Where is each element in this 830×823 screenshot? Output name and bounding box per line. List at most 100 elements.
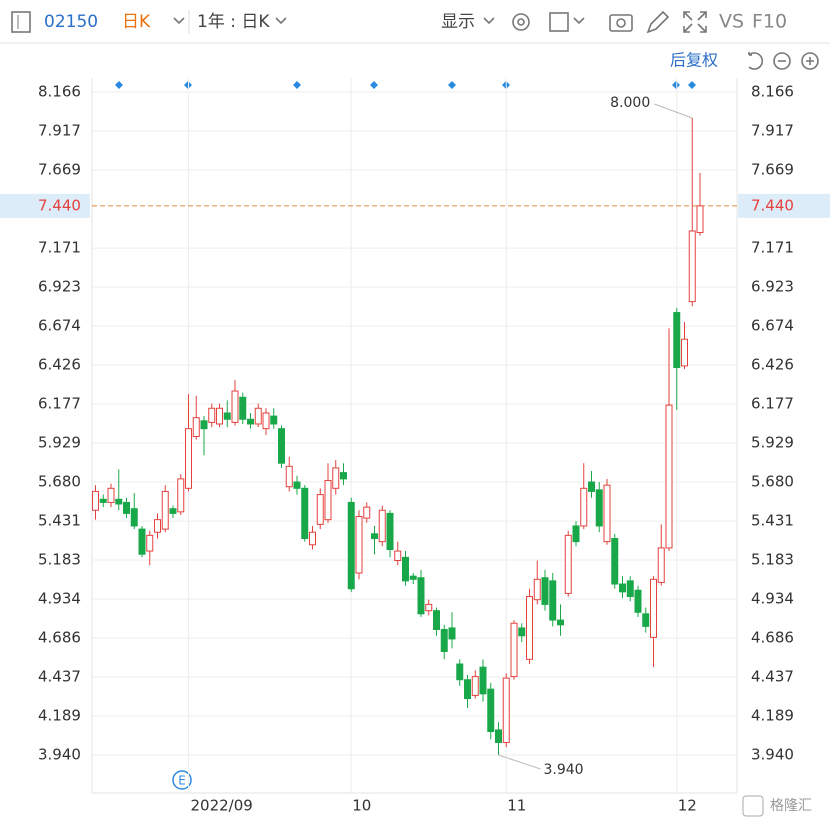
candle	[154, 513, 161, 539]
chevron[interactable]	[275, 17, 287, 25]
event-icon[interactable]	[172, 770, 192, 790]
watermark-logo	[742, 795, 764, 817]
y-tick-label: 7.171	[38, 239, 81, 257]
sidebar-icon[interactable]	[11, 11, 31, 33]
candle-body	[448, 627, 456, 640]
candle	[231, 380, 239, 426]
candle-body	[200, 420, 208, 430]
candle-body	[409, 575, 417, 580]
candle-body	[185, 428, 192, 489]
candle	[378, 505, 386, 547]
candle	[502, 673, 510, 748]
layout-icon[interactable]	[549, 12, 569, 32]
event-marker[interactable]	[688, 81, 696, 89]
zoom-in[interactable]	[801, 52, 819, 70]
range[interactable]: 1年 : 日K	[197, 12, 270, 32]
y-tick-label: 4.934	[38, 590, 81, 608]
candle-body	[115, 498, 123, 505]
period[interactable]: 日K	[122, 12, 151, 32]
event-marker[interactable]	[115, 81, 123, 89]
event-marker[interactable]	[370, 81, 378, 89]
candle-body	[681, 338, 688, 367]
y-tick-label-right: 6.674	[751, 317, 794, 335]
candle	[285, 456, 293, 492]
event-marker[interactable]	[672, 81, 680, 89]
reset-icon[interactable]	[748, 52, 764, 70]
candle	[626, 576, 634, 602]
candle	[254, 403, 262, 428]
candle-body	[154, 519, 161, 533]
fullscreen-icon[interactable]	[683, 11, 707, 33]
candle-body	[526, 596, 533, 660]
candle-body	[386, 512, 394, 550]
candle	[309, 525, 316, 550]
settings-icon-core	[517, 18, 525, 26]
y-tick-label: 5.431	[38, 512, 81, 530]
candle-body	[696, 205, 704, 234]
y-tick-label-right: 7.171	[751, 239, 794, 257]
candle-body	[572, 525, 580, 543]
candle	[541, 569, 549, 611]
y-tick-label: 7.917	[38, 122, 81, 140]
display[interactable]: 显示	[441, 12, 475, 32]
candle-body	[456, 663, 464, 681]
candle	[200, 416, 208, 456]
candle-body	[161, 490, 169, 530]
f10[interactable]: F10	[752, 11, 787, 33]
chevron[interactable]	[173, 17, 185, 25]
candle-body	[611, 538, 619, 585]
y-tick-label-right: 4.686	[751, 628, 794, 646]
candle	[130, 493, 138, 530]
candle-body	[285, 465, 293, 488]
y-tick-label-right: 5.431	[751, 512, 794, 530]
candle-body	[417, 577, 425, 615]
candle	[688, 118, 696, 307]
candle	[293, 475, 301, 495]
candle	[146, 530, 154, 566]
candle	[595, 482, 603, 533]
y-tick-label: 4.189	[38, 706, 81, 724]
candle-body	[378, 509, 386, 543]
event-marker[interactable]	[293, 81, 301, 89]
y-tick-label: 8.166	[38, 82, 81, 100]
candle	[394, 541, 402, 566]
y-tick-label: 6.923	[38, 277, 81, 295]
candle	[324, 463, 332, 523]
candle-body	[146, 534, 154, 552]
candle	[115, 469, 123, 511]
zoom-out[interactable]	[773, 52, 791, 70]
x-tick-label: 10	[352, 797, 371, 815]
camera-icon[interactable]	[609, 14, 633, 32]
candle	[417, 569, 425, 617]
candle-body	[510, 622, 518, 678]
chevron[interactable]	[573, 17, 585, 25]
candle	[332, 460, 340, 495]
candle-body	[626, 580, 634, 598]
candle-body	[688, 230, 696, 303]
candle-body	[262, 412, 270, 430]
candle	[223, 400, 231, 428]
adjust-button[interactable]: 后复权	[670, 51, 718, 70]
event-marker[interactable]	[448, 81, 456, 89]
pen-icon[interactable]	[646, 10, 670, 34]
candle-body	[394, 550, 402, 561]
settings-icon[interactable]	[512, 13, 530, 31]
candle	[456, 659, 464, 686]
y-tick-label: 4.686	[38, 628, 81, 646]
candle-body	[665, 404, 673, 549]
candle	[696, 172, 704, 236]
candle	[138, 525, 146, 558]
stock-code[interactable]: 02150	[44, 12, 98, 32]
y-tick-label-right: 5.680	[751, 473, 794, 491]
candle-body	[479, 666, 487, 695]
candle	[123, 497, 130, 519]
y-tick-label-right: 7.917	[751, 122, 794, 140]
candle-body	[580, 487, 588, 527]
candle-body	[223, 412, 231, 420]
compare[interactable]: VS	[719, 11, 744, 33]
chevron[interactable]	[483, 17, 495, 25]
candle-body	[123, 501, 130, 514]
candle	[510, 620, 518, 680]
current-price-badge	[0, 193, 90, 218]
